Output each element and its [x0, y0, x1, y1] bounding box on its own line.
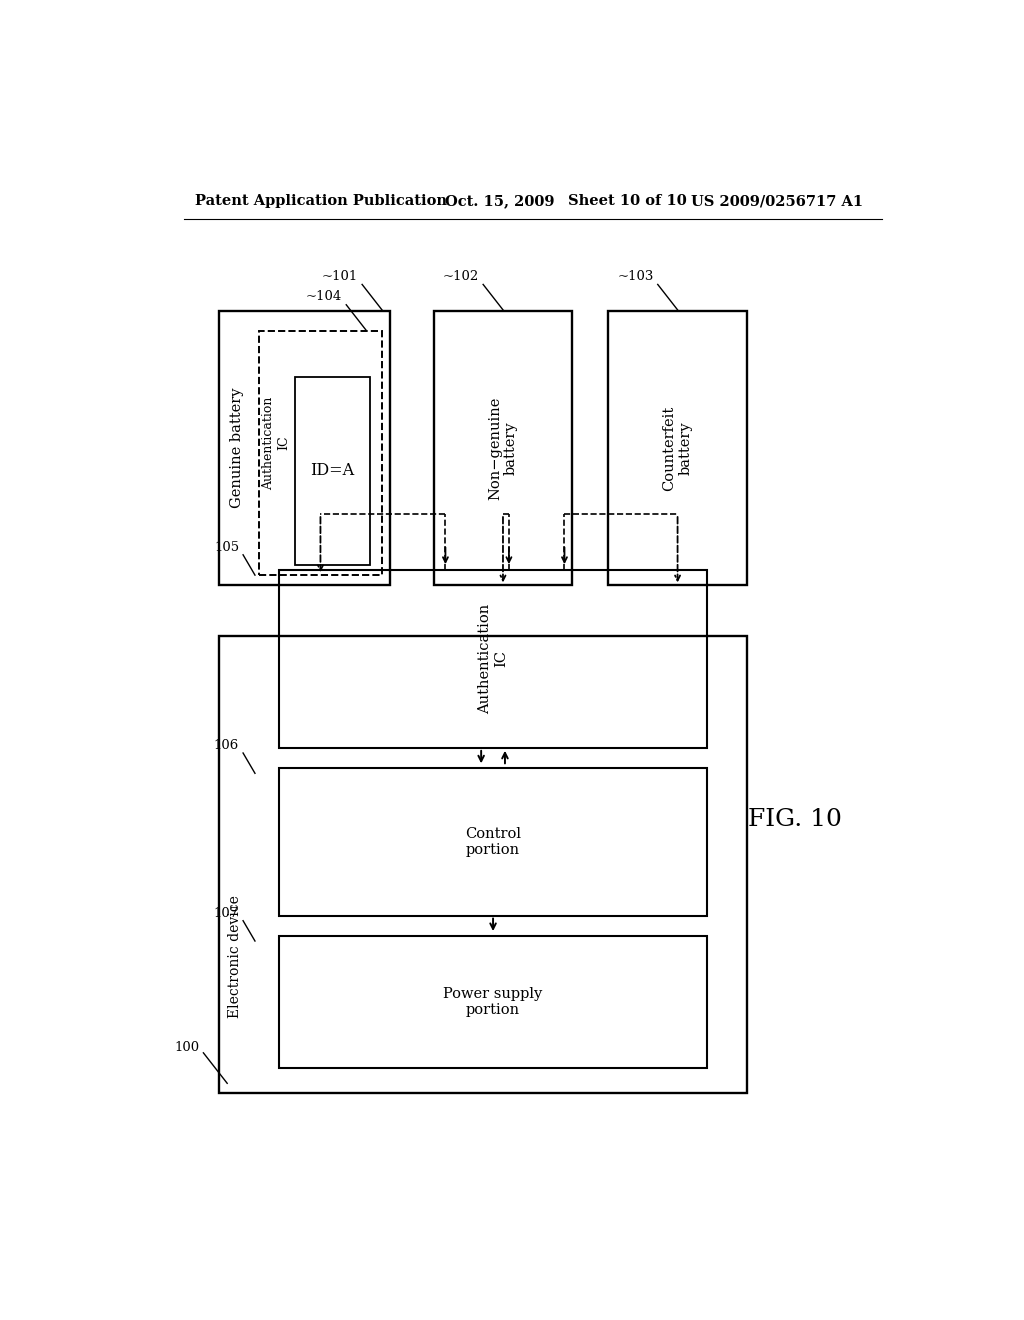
Text: Counterfeit
battery: Counterfeit battery [663, 405, 692, 491]
Text: 100: 100 [174, 1041, 200, 1055]
Bar [219, 312, 390, 585]
Text: 106: 106 [214, 739, 240, 752]
Bar [279, 936, 708, 1068]
Text: ~101: ~101 [322, 269, 358, 282]
Bar [279, 570, 708, 748]
Text: Patent Application Publication: Patent Application Publication [196, 194, 447, 209]
Bar [279, 768, 708, 916]
Text: Oct. 15, 2009: Oct. 15, 2009 [445, 194, 555, 209]
Text: Genuine battery: Genuine battery [229, 388, 244, 508]
Text: US 2009/0256717 A1: US 2009/0256717 A1 [691, 194, 863, 209]
Text: ~104: ~104 [306, 290, 342, 304]
Bar [295, 378, 370, 565]
Text: ID=A: ID=A [310, 462, 354, 479]
Text: Authentication
IC: Authentication IC [478, 603, 508, 714]
Text: Non−genuine
battery: Non−genuine battery [487, 396, 518, 500]
Text: Authentication
IC: Authentication IC [262, 396, 291, 490]
Bar [219, 636, 748, 1093]
Text: Sheet 10 of 10: Sheet 10 of 10 [568, 194, 687, 209]
Bar [608, 312, 748, 585]
Text: 107: 107 [214, 907, 240, 920]
Bar [259, 331, 382, 576]
Bar [433, 312, 572, 585]
Text: ~103: ~103 [617, 269, 653, 282]
Text: ~102: ~102 [443, 269, 479, 282]
Text: FIG. 10: FIG. 10 [748, 808, 842, 830]
Text: Control
portion: Control portion [465, 826, 521, 857]
Text: Power supply
portion: Power supply portion [443, 987, 543, 1018]
Text: Electronic device: Electronic device [228, 895, 242, 1018]
Text: 105: 105 [214, 541, 240, 554]
